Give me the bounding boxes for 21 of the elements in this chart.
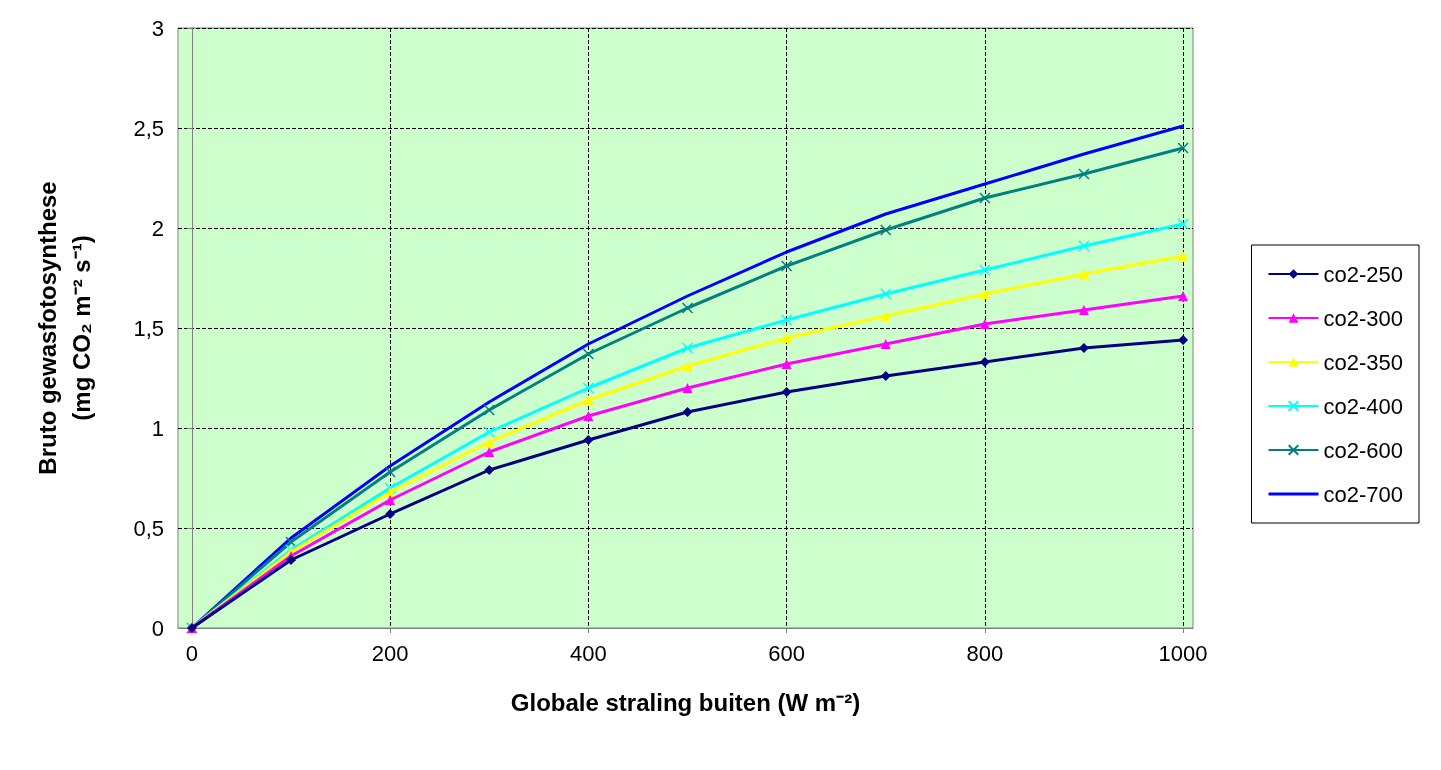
legend-label: co2-600 xyxy=(1323,437,1404,463)
y-tick-label: 2,5 xyxy=(133,115,164,141)
x-tick-label: 200 xyxy=(371,640,409,666)
legend-label: co2-400 xyxy=(1323,393,1404,419)
y-tick-label: 3 xyxy=(151,15,164,41)
x-tick-label: 1000 xyxy=(1158,640,1208,666)
legend-label: co2-700 xyxy=(1323,481,1404,507)
y-tick-label: 1,5 xyxy=(133,315,164,341)
legend-label: co2-300 xyxy=(1323,305,1404,331)
y-tick-label: 0,5 xyxy=(133,515,164,541)
y-tick-label: 2 xyxy=(151,215,164,241)
x-axis-title: Globale straling buiten (W m⁻²) xyxy=(510,688,861,716)
legend-label: co2-250 xyxy=(1323,261,1404,287)
y-tick-label: 1 xyxy=(151,415,164,441)
x-tick-label: 600 xyxy=(768,640,805,666)
y-tick-label: 0 xyxy=(151,615,164,641)
legend-label: co2-350 xyxy=(1323,349,1404,375)
x-tick-label: 0 xyxy=(185,640,198,666)
x-tick-label: 400 xyxy=(570,640,607,666)
x-tick-label: 800 xyxy=(966,640,1004,666)
y-axis-title: Bruto gewasfotosynthese (mg CO₂ m⁻² s⁻¹) xyxy=(33,181,95,475)
